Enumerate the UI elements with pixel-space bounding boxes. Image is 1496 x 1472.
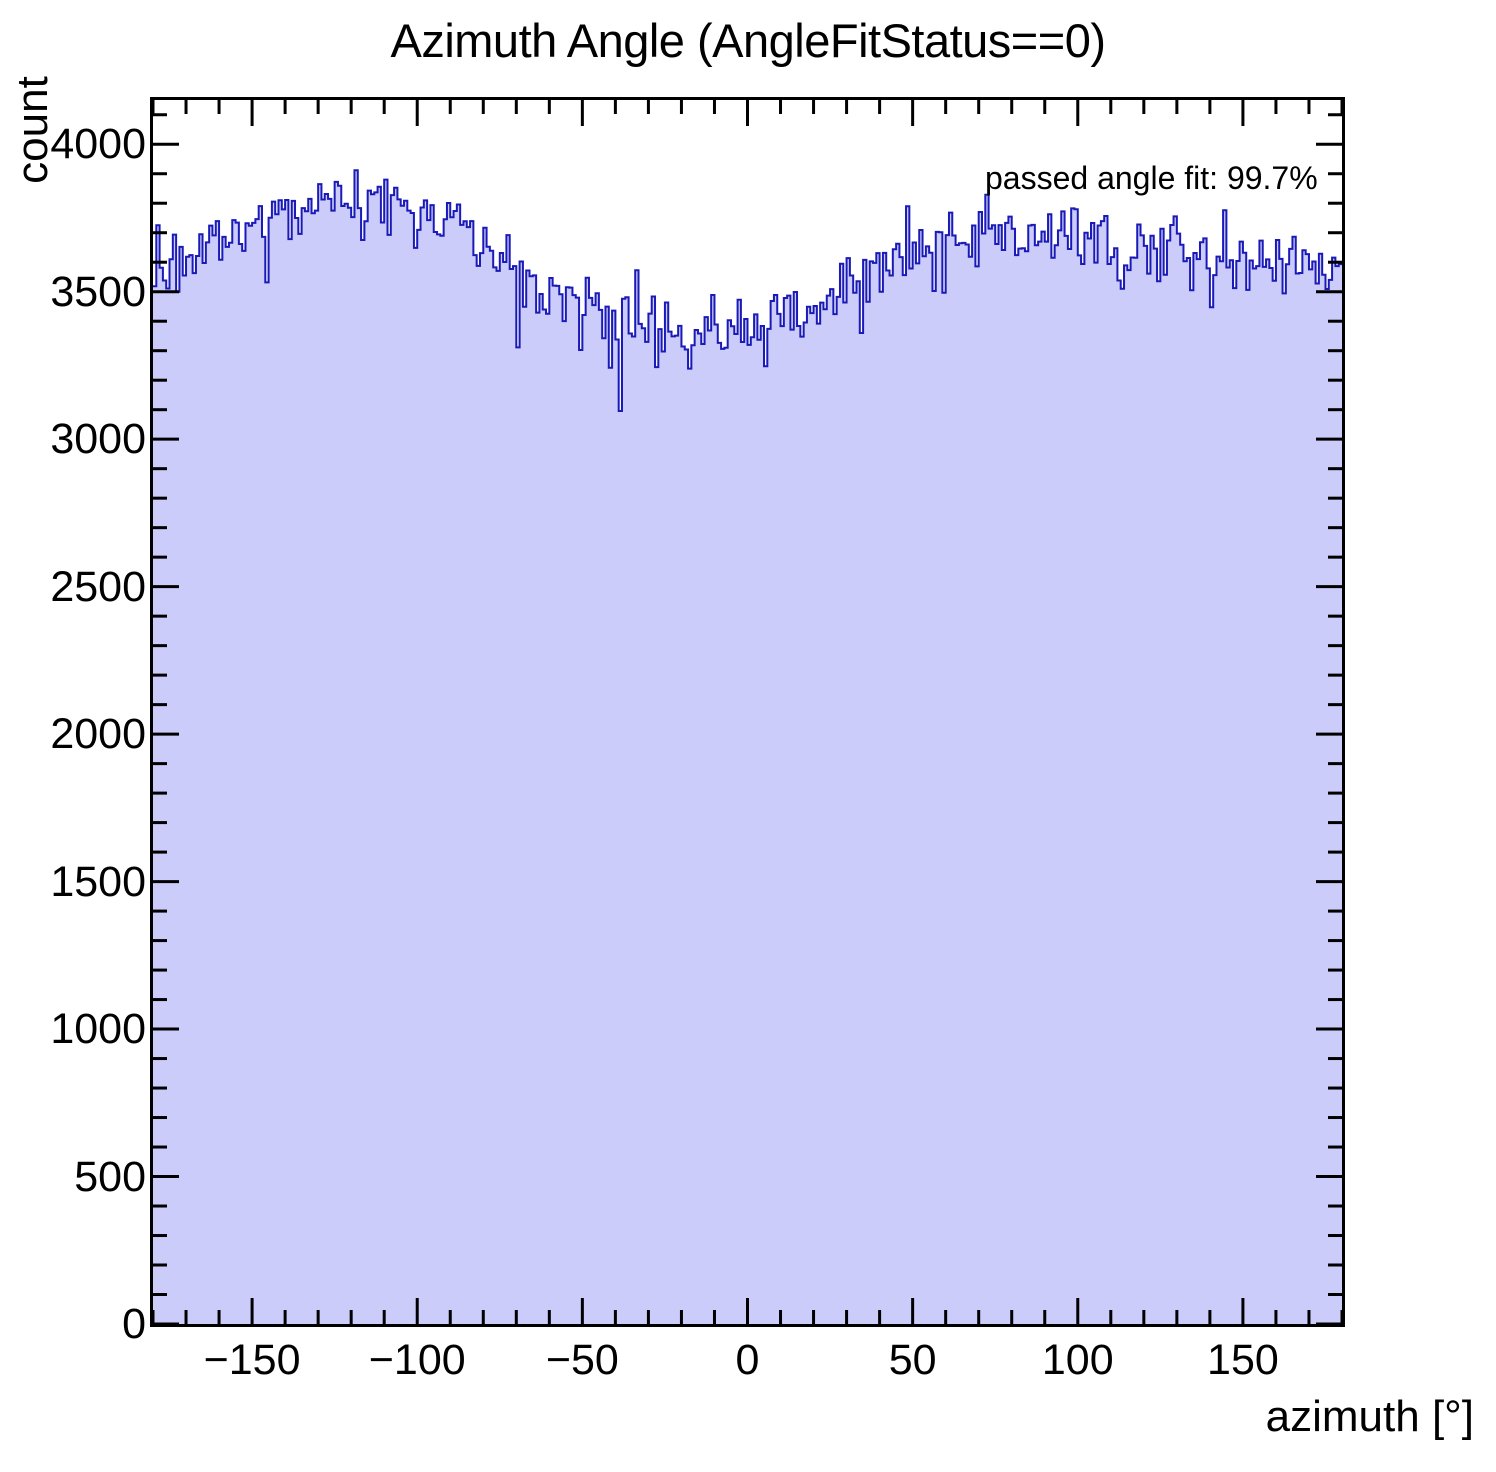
- x-tick-label: 0: [735, 1336, 760, 1384]
- chart-title: Azimuth Angle (AngleFitStatus==0): [390, 14, 1106, 67]
- y-tick-label: 0: [122, 1300, 146, 1348]
- y-tick-label: 500: [74, 1152, 146, 1201]
- y-tick-label: 2000: [50, 710, 146, 759]
- y-tick-label: 1500: [50, 857, 146, 906]
- y-tick-label: 3500: [50, 267, 146, 316]
- plot-frame: [150, 97, 1345, 1327]
- x-tick-label: 100: [1041, 1336, 1114, 1384]
- pass-rate-annotation: passed angle fit: 99.7%: [985, 160, 1318, 196]
- y-axis-tick-labels: 0 500 1000 1500 2000 2500 3000 3500 4000: [0, 0, 146, 1472]
- x-tick-label: −150: [203, 1336, 301, 1384]
- x-tick-label: −50: [545, 1336, 619, 1384]
- histogram-series: [153, 100, 1342, 1324]
- x-axis-tick-labels: −150 −100 −50 0 50 100 150: [0, 1336, 1496, 1396]
- y-tick-label: 4000: [50, 120, 146, 169]
- axis-ticks: [153, 100, 1342, 1324]
- y-axis-title: count: [8, 76, 57, 184]
- x-tick-label: 150: [1207, 1336, 1279, 1384]
- histogram-outline: [153, 169, 1342, 413]
- y-tick-label: 2500: [50, 562, 146, 611]
- plot-area: [153, 100, 1342, 1324]
- y-tick-label: 3000: [50, 415, 146, 464]
- x-tick-label: 50: [888, 1336, 937, 1384]
- x-tick-label: −100: [368, 1336, 466, 1384]
- y-tick-label: 1000: [50, 1005, 146, 1054]
- histogram-fill: [153, 170, 1342, 1324]
- x-axis-title: azimuth [°]: [1265, 1392, 1474, 1441]
